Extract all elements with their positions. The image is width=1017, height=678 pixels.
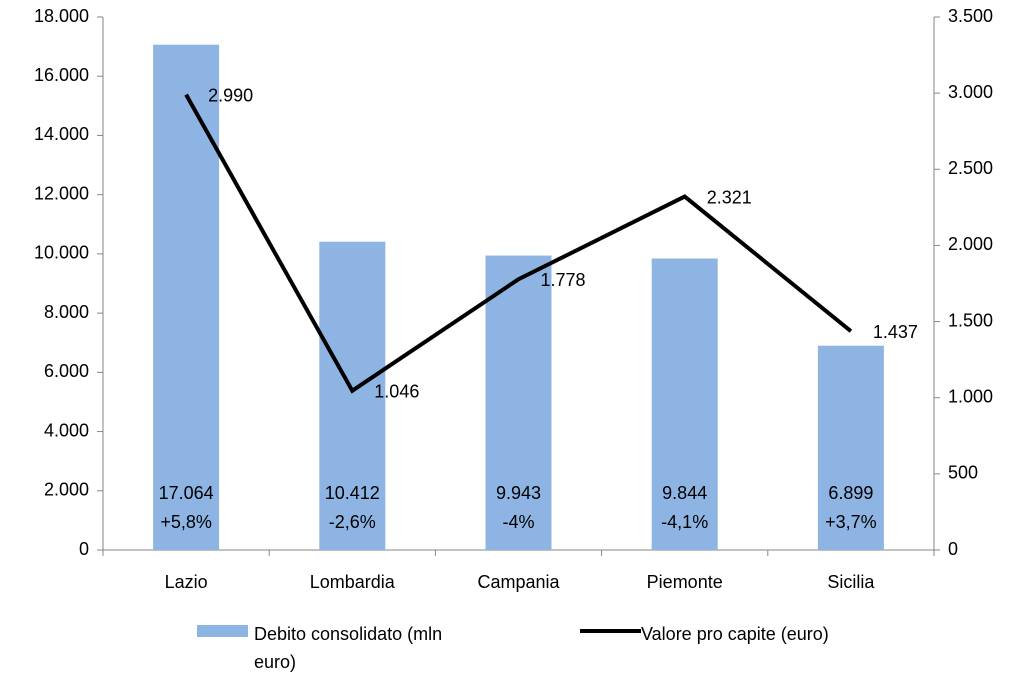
y-tick-label: 0 bbox=[79, 539, 89, 559]
y-tick-label: 12.000 bbox=[34, 183, 89, 203]
line bbox=[184, 93, 853, 394]
x-tick-label: Campania bbox=[477, 572, 560, 592]
bar-value-label: 9.844 bbox=[662, 483, 707, 503]
bar-change-label: -2,6% bbox=[329, 512, 376, 532]
y2-tick-label: 1.500 bbox=[948, 310, 993, 330]
y2-tick-label: 2.500 bbox=[948, 158, 993, 178]
bar-value-label: 17.064 bbox=[159, 483, 214, 503]
y-tick-label: 6.000 bbox=[44, 361, 89, 381]
line-value-label: 1.046 bbox=[374, 381, 419, 401]
line-value-label: 1.778 bbox=[541, 270, 586, 290]
y2-tick-label: 0 bbox=[948, 539, 958, 559]
bar bbox=[817, 345, 884, 550]
y2-tick-label: 500 bbox=[948, 463, 978, 483]
legend-swatch bbox=[580, 629, 641, 633]
line-value-label: 1.437 bbox=[873, 322, 918, 342]
x-tick-label: Lazio bbox=[165, 572, 208, 592]
legend-label: Valore pro capite (euro) bbox=[641, 624, 829, 644]
y2-tick-label: 3.500 bbox=[948, 6, 993, 26]
bar bbox=[153, 44, 220, 550]
legend-swatch bbox=[197, 625, 248, 637]
bar-value-label: 10.412 bbox=[325, 483, 380, 503]
bar bbox=[319, 241, 386, 550]
y-tick-label: 10.000 bbox=[34, 243, 89, 263]
bar-value-label: 6.899 bbox=[828, 483, 873, 503]
bar-change-label: -4% bbox=[502, 512, 534, 532]
y-tick-label: 14.000 bbox=[34, 124, 89, 144]
bar bbox=[651, 258, 718, 550]
bar-change-label: +3,7% bbox=[825, 512, 877, 532]
x-tick-label: Piemonte bbox=[647, 572, 723, 592]
bar-change-label: +5,8% bbox=[160, 512, 212, 532]
y2-tick-label: 1.000 bbox=[948, 386, 993, 406]
x-tick-label: Sicilia bbox=[827, 572, 875, 592]
y-tick-label: 8.000 bbox=[44, 302, 89, 322]
x-tick-label: Lombardia bbox=[310, 572, 396, 592]
bar-change-label: -4,1% bbox=[661, 512, 708, 532]
bar bbox=[485, 255, 552, 550]
line-value-label: 2.990 bbox=[208, 85, 253, 105]
y2-tick-label: 2.000 bbox=[948, 234, 993, 254]
y-tick-label: 16.000 bbox=[34, 65, 89, 85]
y-tick-label: 4.000 bbox=[44, 420, 89, 440]
y-tick-label: 18.000 bbox=[34, 6, 89, 26]
line-value-label: 2.321 bbox=[707, 187, 752, 207]
bar-value-label: 9.943 bbox=[496, 483, 541, 503]
y-tick-label: 2.000 bbox=[44, 480, 89, 500]
legend-label: Debito consolidato (mln euro) bbox=[254, 624, 443, 672]
y2-tick-label: 3.000 bbox=[948, 82, 993, 102]
